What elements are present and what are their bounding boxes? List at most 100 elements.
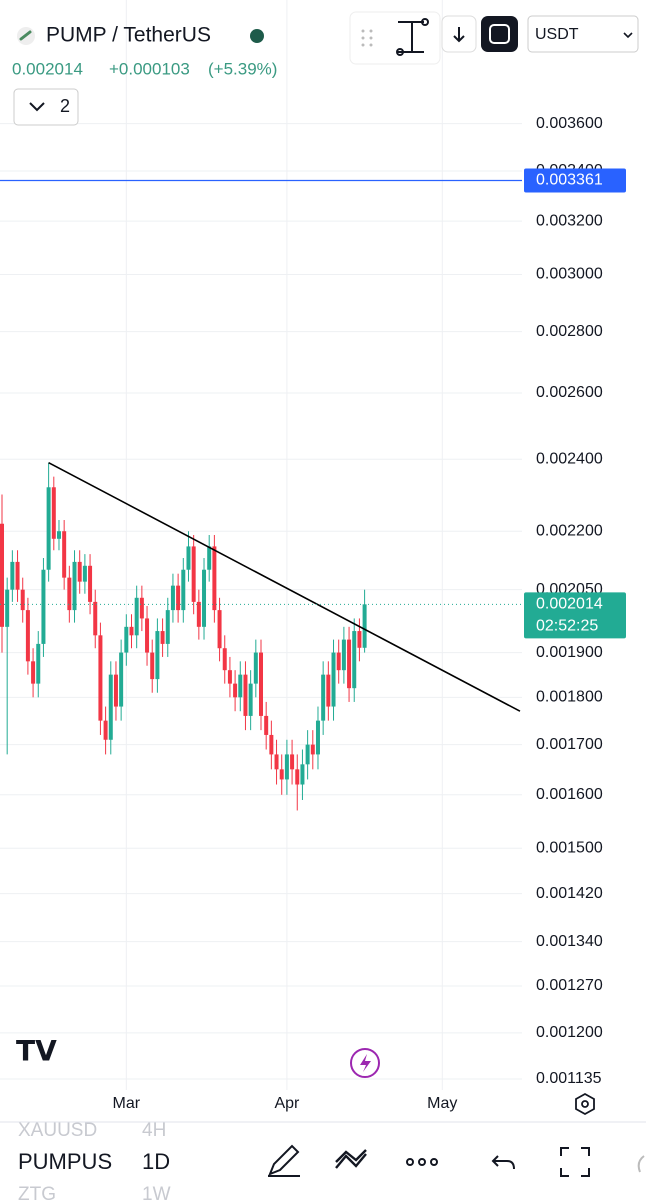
candle-body (196, 601, 201, 627)
candle-body (341, 639, 346, 671)
y-tick-label: 0.001420 (536, 885, 603, 902)
x-tick-label: Mar (113, 1095, 141, 1112)
candle-body (357, 631, 362, 648)
candle-body (315, 720, 320, 755)
candle-body (207, 546, 212, 570)
symbol-next[interactable]: ZTG (18, 1184, 56, 1200)
settings-icon-dot (581, 1100, 589, 1108)
candle-body (269, 734, 274, 755)
alert-tag (524, 168, 626, 193)
candle-body (243, 674, 248, 716)
candle-body (336, 652, 341, 671)
candle-body (321, 674, 326, 721)
candle-body (165, 610, 170, 644)
candle-body (5, 589, 10, 627)
candle-body (284, 754, 289, 780)
candle-body (290, 754, 295, 770)
price-axis: 0.0036000.0034000.0032000.0030000.002800… (524, 115, 626, 1087)
x-tick-label: May (427, 1095, 457, 1112)
candle-body (202, 569, 207, 627)
last-price-tag-label: 0.002014 (536, 596, 603, 613)
measure-icon[interactable] (396, 18, 429, 56)
interval-prev[interactable]: 4H (142, 1120, 166, 1141)
market-status (250, 29, 264, 43)
candle-body (227, 670, 232, 684)
currency-select[interactable] (527, 15, 639, 53)
draw-icon[interactable] (268, 1144, 300, 1177)
candle-body (72, 561, 77, 611)
candle-body (20, 589, 25, 611)
candle-body (305, 744, 310, 765)
candle-body (170, 585, 175, 611)
candle-body (259, 652, 263, 716)
candle-body (56, 531, 61, 539)
candle-body (352, 631, 357, 689)
y-tick-label: 0.002800 (536, 323, 603, 340)
candle-body (82, 565, 87, 582)
symbol-current[interactable]: PUMPUS (18, 1149, 112, 1174)
chevron-icon (29, 102, 45, 112)
symbol-icon-pill (19, 30, 32, 41)
candle-body (274, 754, 279, 770)
y-tick-label: 0.002600 (536, 384, 603, 401)
y-tick-label: 0.002200 (536, 522, 603, 539)
candle-body (176, 585, 181, 611)
candle-body (279, 769, 284, 780)
interval-next[interactable]: 1W (142, 1184, 171, 1200)
candle-body (145, 618, 150, 653)
candle-body (46, 487, 51, 570)
candle-body (331, 652, 336, 707)
indicator-icon[interactable] (335, 1149, 367, 1169)
candle-body (362, 604, 367, 648)
price-change-pct: (+5.39%) (208, 59, 277, 78)
candle-body (155, 631, 160, 680)
symbol-prev[interactable]: XAUUSD (18, 1120, 97, 1141)
countdown-label: 02:52:25 (536, 618, 598, 635)
candle-body (119, 652, 124, 707)
candle-body (93, 601, 98, 636)
y-tick-label: 0.001340 (536, 933, 603, 950)
candle-body (191, 546, 196, 602)
edge-icon (637, 1155, 645, 1173)
candle-body (10, 561, 15, 590)
y-tick-label: 0.002400 (536, 450, 603, 467)
indicators-toggle[interactable] (13, 88, 79, 126)
compare-button[interactable] (481, 16, 518, 52)
interval-current[interactable]: 1D (142, 1149, 170, 1174)
candle-body (108, 674, 113, 740)
candle-body (326, 674, 331, 707)
symbol-title[interactable]: PUMP / TetherUS (46, 24, 211, 47)
x-tick-label: Apr (274, 1095, 300, 1112)
settings-icon[interactable] (575, 1092, 595, 1116)
candle-body (300, 764, 305, 785)
candle-body (347, 639, 352, 689)
fullscreen-icon[interactable] (560, 1147, 590, 1177)
candle-body (212, 546, 217, 611)
grid (0, 0, 522, 1090)
candle-body (0, 523, 4, 627)
plot (0, 179, 522, 811)
candle-body (25, 610, 30, 662)
candle-body (134, 597, 139, 636)
candle-body (41, 569, 46, 644)
candle-body (62, 531, 67, 578)
candle-body (139, 597, 144, 619)
select-chevron (623, 32, 633, 39)
y-tick-label: 0.003200 (536, 212, 603, 229)
candle-body (248, 683, 253, 716)
last-price: 0.002014 (12, 59, 83, 78)
candle-body (15, 561, 20, 590)
y-tick-label: 0.001900 (536, 644, 603, 661)
more-icon[interactable] (406, 1158, 438, 1166)
price-change: +0.000103 (109, 59, 190, 78)
undo-icon[interactable] (491, 1155, 515, 1170)
candle-body (129, 626, 134, 636)
candle-body (67, 577, 72, 611)
y-tick-label: 0.001700 (536, 736, 603, 753)
candle-body (150, 652, 155, 680)
y-tick-label: 0.001800 (536, 689, 603, 706)
candle-body (103, 720, 108, 740)
indicators-count: 2 (60, 96, 70, 116)
arrow-down-icon (453, 27, 465, 43)
